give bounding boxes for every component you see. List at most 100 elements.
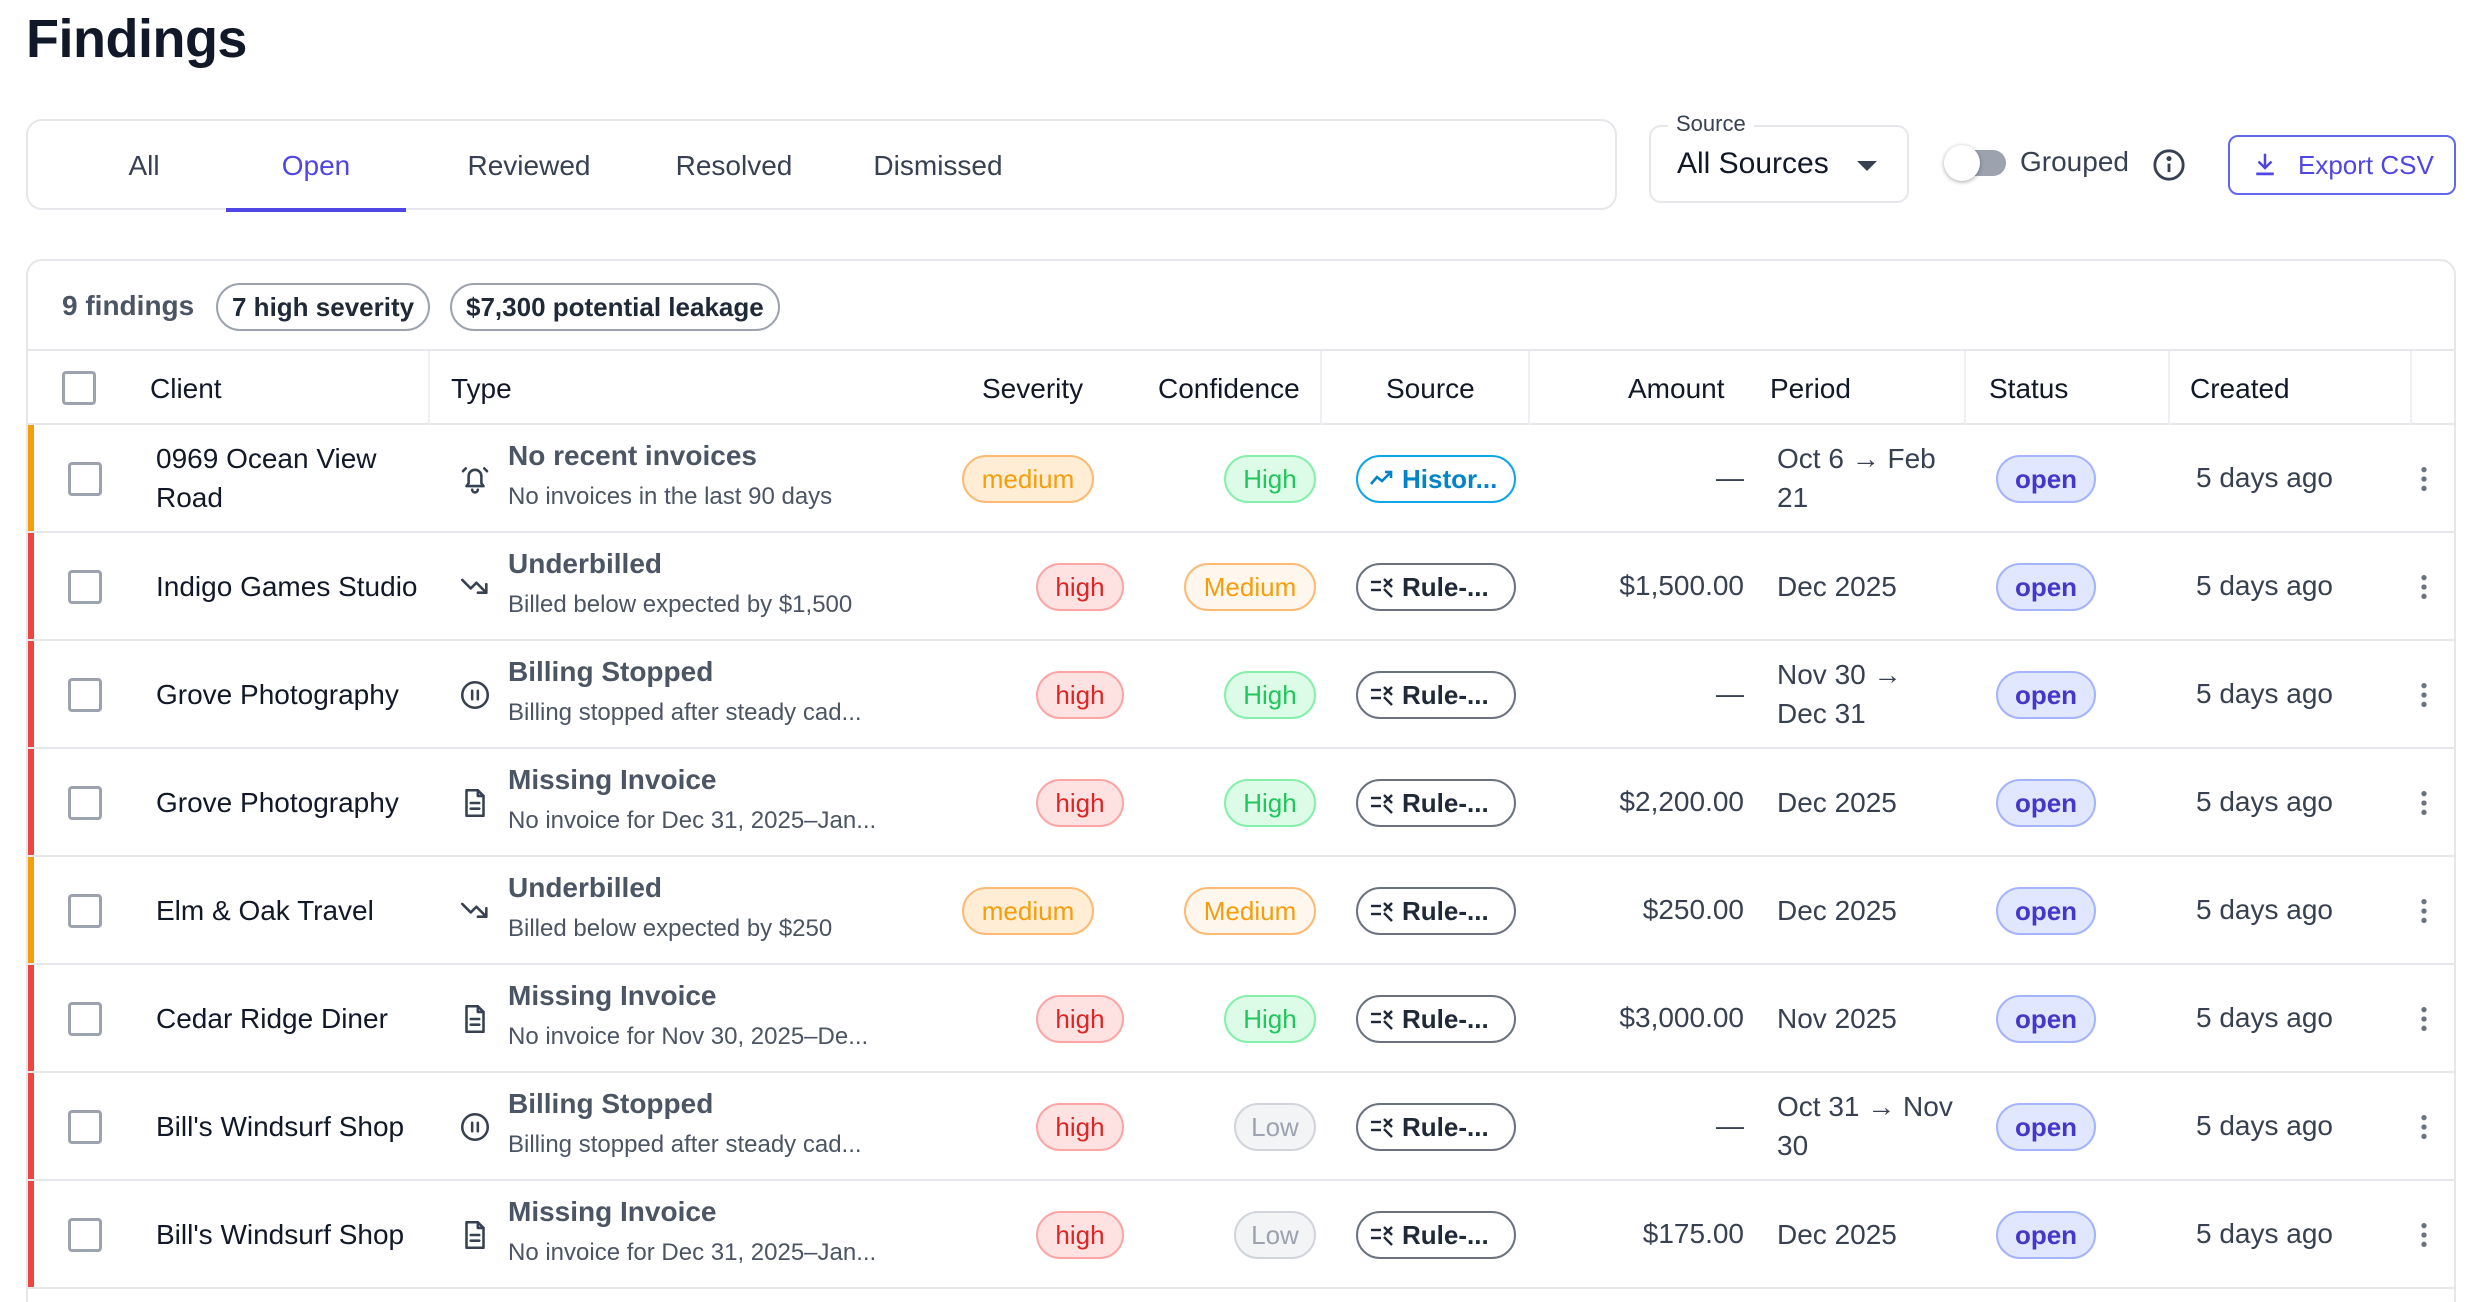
pause-circle-icon [460,680,490,710]
column-divider [428,351,430,425]
header-amount[interactable]: Amount [1628,373,1725,404]
tab-resolved[interactable]: Resolved [634,121,834,210]
source-label: Rule-... [1402,1003,1489,1034]
source-select-value: All Sources [1677,147,1829,180]
severity-badge: high [1036,563,1124,611]
finding-detail: Billing stopped after steady cad... [508,699,862,726]
confidence-badge: High [1224,671,1316,719]
created-date: 5 days ago [2196,786,2333,817]
table-row[interactable]: Indigo Games Studio Underbilled Billed bel… [28,533,2454,641]
info-icon[interactable] [2152,148,2186,182]
severity-badge: high [1036,995,1124,1043]
source-badge[interactable]: Rule-... [1356,1103,1516,1151]
header-client[interactable]: Client [150,373,222,404]
table-row[interactable]: 0969 Ocean View Road No recent invoices No… [28,425,2454,533]
source-badge[interactable]: Rule-... [1356,563,1516,611]
header-source[interactable]: Source [1386,373,1475,404]
more-actions-icon[interactable] [2408,1219,2440,1251]
confidence-badge: Low [1234,1103,1316,1151]
tab-label: Dismissed [873,149,1003,181]
table-row[interactable]: Grove Photography Missing Invoice No invoi… [28,749,2454,857]
caret-down-icon [1857,161,1877,171]
severity-badge: high [1036,779,1124,827]
more-actions-icon[interactable] [2408,463,2440,495]
pause-circle-icon [460,1112,490,1142]
row-checkbox[interactable] [68,1218,102,1252]
row-checkbox[interactable] [68,462,102,496]
created-date: 5 days ago [2196,570,2333,601]
rule-icon [1371,578,1393,598]
source-badge[interactable]: Rule-... [1356,671,1516,719]
source-badge[interactable]: Rule-... [1356,887,1516,935]
row-checkbox[interactable] [68,570,102,604]
header-status[interactable]: Status [1989,373,2069,404]
table-row[interactable]: Bill's Windsurf Shop Missing Invoice No in… [28,1181,2454,1289]
client-name[interactable]: 0969 Ocean View Road [156,443,377,513]
source-badge[interactable]: Rule-... [1356,995,1516,1043]
amount: — [1716,678,1744,709]
tab-label: Open [281,149,351,181]
severity-indicator [28,749,34,855]
client-name[interactable]: Grove Photography [156,786,399,818]
grouped-label: Grouped [2020,146,2129,177]
high-severity-chip: 7 high severity [216,283,431,331]
source-label: Rule-... [1402,571,1489,602]
row-checkbox[interactable] [68,894,102,928]
period: Oct 31 → Nov 30 [1777,1091,1953,1161]
header-created[interactable]: Created [2190,373,2290,404]
tab-label: Resolved [675,149,793,181]
more-actions-icon[interactable] [2408,895,2440,927]
amount: $3,000.00 [1619,1002,1744,1033]
more-actions-icon[interactable] [2408,571,2440,603]
finding-type: Missing Invoice [508,1196,717,1227]
source-badge[interactable]: Rule-... [1356,779,1516,827]
header-type[interactable]: Type [451,373,512,404]
finding-detail: Billed below expected by $1,500 [508,591,853,618]
status-badge: open [1996,1103,2096,1151]
source-badge[interactable]: Histor... [1356,455,1516,503]
table-row[interactable]: Elm & Oak Travel Underbilled Billed below … [28,857,2454,965]
client-name[interactable]: Grove Photography [156,678,399,710]
export-csv-button[interactable]: Export CSV [2228,135,2456,195]
table-row[interactable]: Cedar Ridge Diner Missing Invoice No invoi… [28,965,2454,1073]
row-checkbox[interactable] [68,1002,102,1036]
tab-reviewed[interactable]: Reviewed [424,121,634,210]
tab-all[interactable]: All [60,121,228,210]
severity-indicator [28,1073,34,1179]
client-name[interactable]: Bill's Windsurf Shop [156,1110,405,1142]
created-date: 5 days ago [2196,462,2333,493]
column-divider [1964,351,1966,425]
client-name[interactable]: Bill's Windsurf Shop [156,1218,405,1250]
more-actions-icon[interactable] [2408,1003,2440,1035]
finding-detail: No invoice for Nov 30, 2025–De... [508,1023,869,1050]
source-select[interactable]: All Sources [1649,125,1909,203]
confidence-badge: Medium [1184,563,1316,611]
rule-icon [1371,794,1393,814]
table-row[interactable]: Bill's Windsurf Shop Billing Stopped Billi… [28,1073,2454,1181]
tab-open[interactable]: Open [226,121,406,212]
table-row[interactable]: Grove Photography Billing Stopped Billing … [28,641,2454,749]
client-name[interactable]: Cedar Ridge Diner [156,1002,388,1034]
more-actions-icon[interactable] [2408,1111,2440,1143]
grouped-toggle[interactable] [1944,145,2006,181]
row-checkbox[interactable] [68,786,102,820]
more-actions-icon[interactable] [2408,787,2440,819]
period: Nov 30 → Dec 31 [1777,659,1902,729]
tab-dismissed[interactable]: Dismissed [828,121,1048,210]
download-icon [2256,153,2274,176]
finding-detail: Billed below expected by $250 [508,915,833,942]
rule-icon [1371,1226,1393,1246]
source-label: Rule-... [1402,1219,1489,1250]
row-checkbox[interactable] [68,678,102,712]
row-checkbox[interactable] [68,1110,102,1144]
select-all-checkbox[interactable] [62,371,96,405]
document-icon [465,788,485,818]
client-name[interactable]: Indigo Games Studio [156,570,418,602]
header-period[interactable]: Period [1770,373,1851,404]
header-severity[interactable]: Severity [982,373,1084,404]
created-date: 5 days ago [2196,894,2333,925]
source-badge[interactable]: Rule-... [1356,1211,1516,1259]
client-name[interactable]: Elm & Oak Travel [156,894,374,926]
header-confidence[interactable]: Confidence [1158,373,1300,404]
more-actions-icon[interactable] [2408,679,2440,711]
